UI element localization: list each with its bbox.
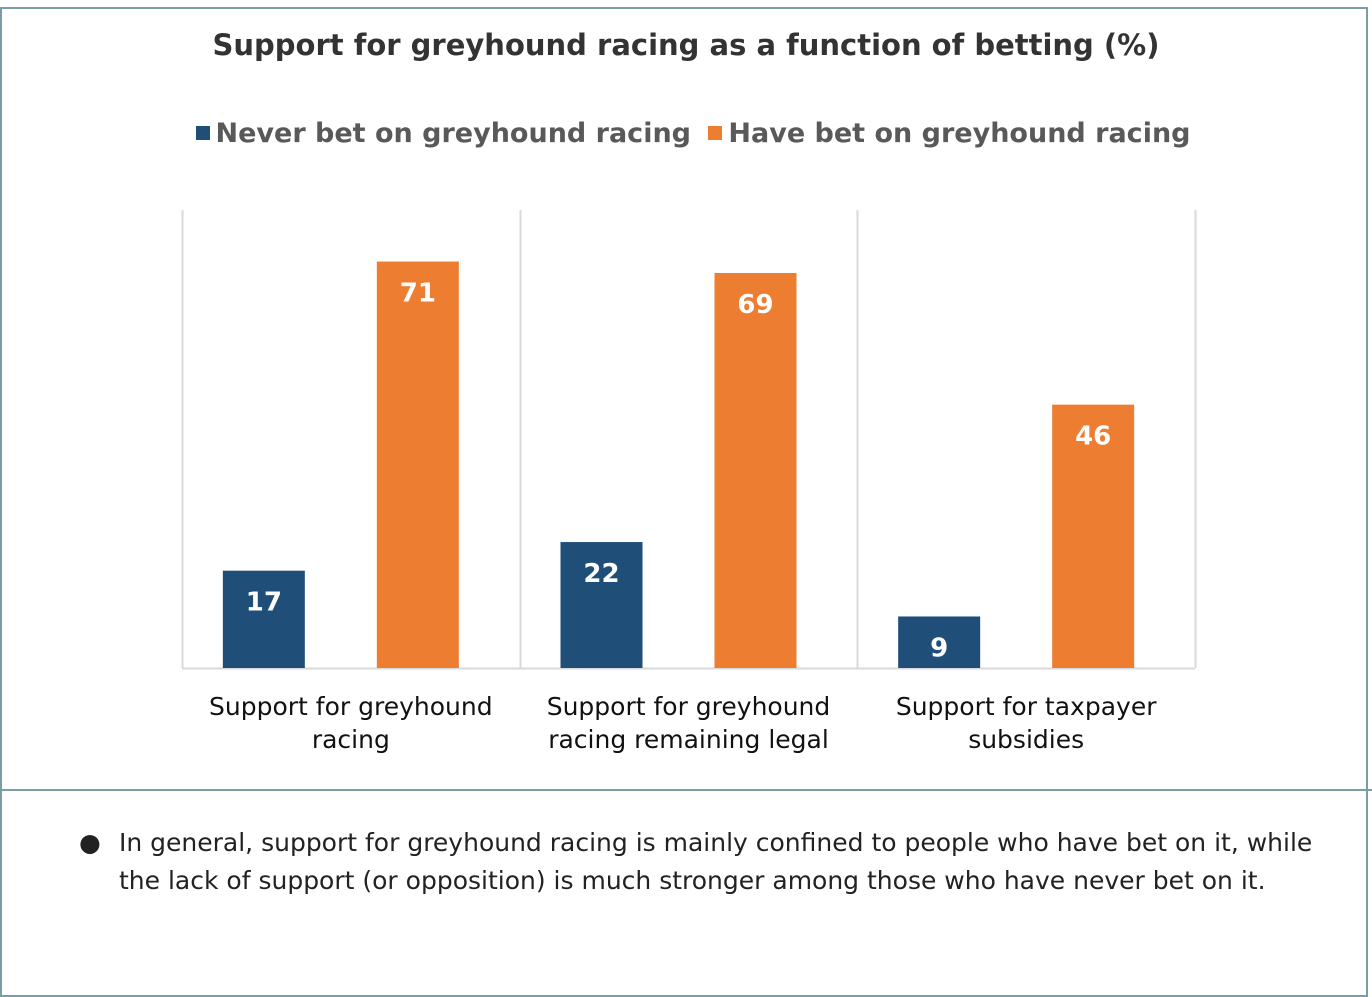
legend-swatch-have (708, 126, 723, 140)
data-label-have: 46 (1075, 422, 1111, 452)
bullet-text: In general, support for greyhound racing… (119, 828, 1313, 895)
section-divider (0, 789, 1372, 791)
legend-swatch-never (195, 126, 210, 140)
data-label-have: 71 (400, 279, 436, 309)
x-tick-label: racing remaining legal (548, 725, 829, 754)
bar-have (1052, 404, 1135, 668)
bar-never (898, 616, 981, 668)
x-tick-label: subsidies (968, 725, 1084, 754)
bar-chart: 17 71 Support for greyhound racing 22 69 Suppo… (181, 210, 1197, 754)
bar-have (714, 272, 797, 668)
note-bullet: ● In general, support for greyhound raci… (79, 824, 1349, 900)
legend: Never bet on greyhound racing Have bet o… (0, 116, 1372, 149)
x-tick-label: racing (312, 725, 390, 754)
legend-label-never: Never bet on greyhound racing (215, 117, 692, 149)
x-tick-label: Support for taxpayer (896, 692, 1157, 721)
bar-never (222, 570, 305, 668)
x-tick-label: Support for greyhound (547, 692, 831, 721)
bullet-symbol: ● (79, 828, 101, 857)
x-tick-label: Support for greyhound (209, 692, 493, 721)
bar-never (560, 542, 643, 668)
bar-have (376, 261, 459, 668)
legend-item-never: Never bet on greyhound racing (195, 117, 692, 149)
legend-label-have: Have bet on greyhound racing (728, 117, 1191, 149)
data-label-never: 17 (246, 588, 282, 618)
chart-title: Support for greyhound racing as a functi… (212, 28, 1160, 62)
legend-item-have: Have bet on greyhound racing (708, 117, 1191, 149)
data-label-have: 69 (737, 290, 773, 320)
data-label-never: 9 (930, 633, 948, 663)
data-label-never: 22 (583, 559, 619, 589)
